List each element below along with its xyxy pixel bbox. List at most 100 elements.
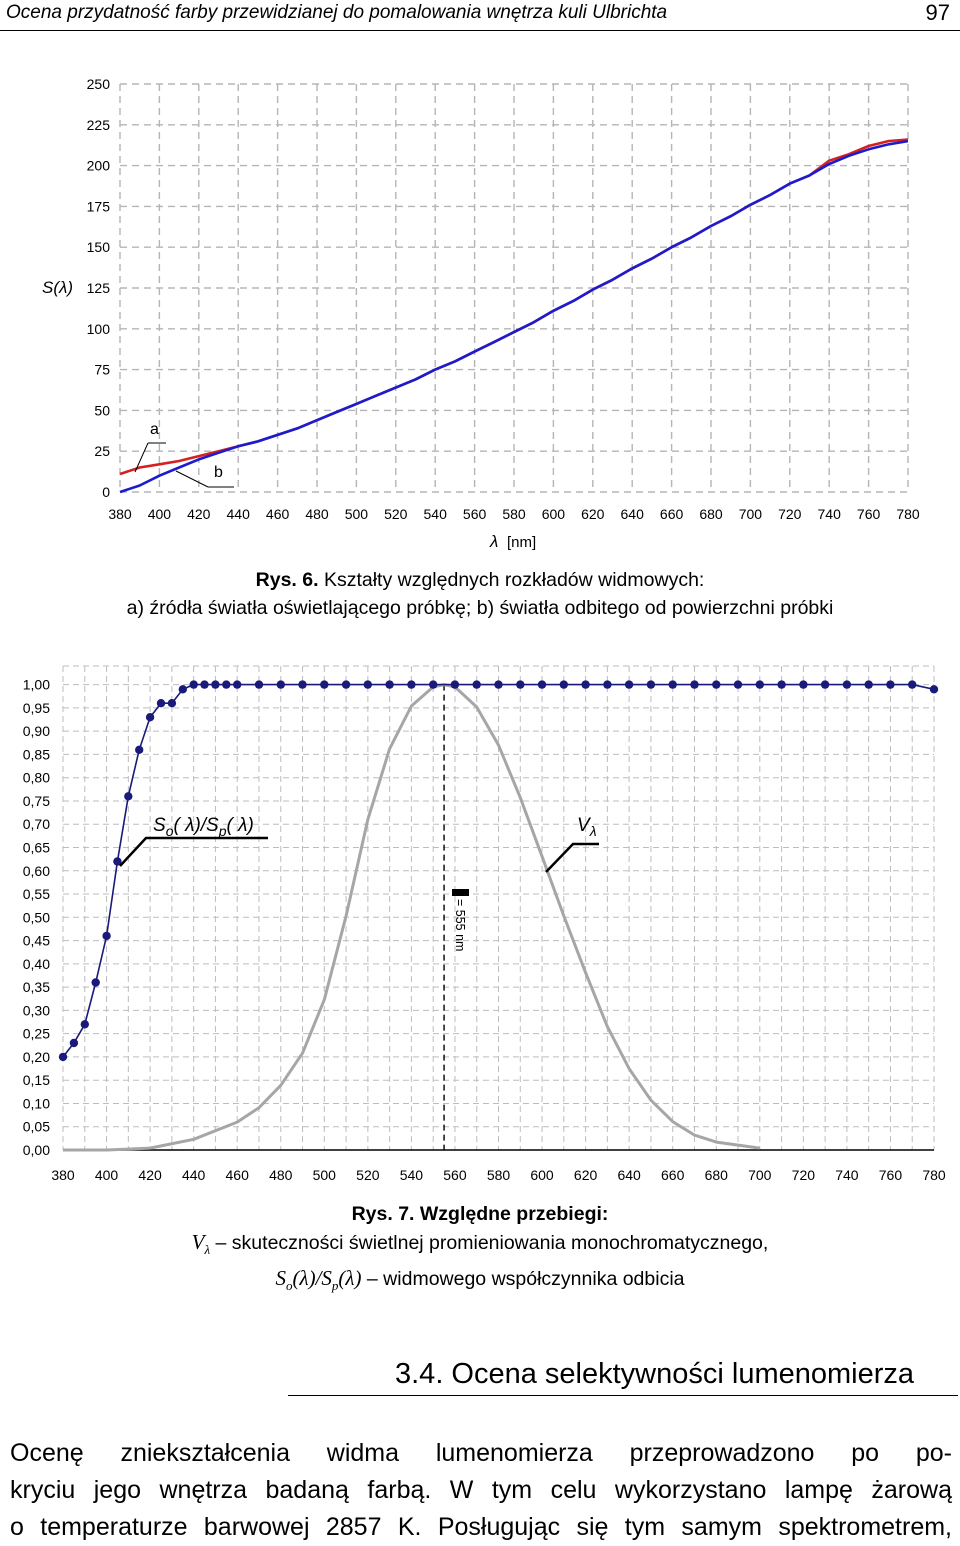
x-tick-label: 680 [699,506,723,522]
y-tick-label: 0,25 [23,1026,50,1042]
data-point-reflectance-ratio [472,680,481,689]
y-tick-label: 125 [87,280,111,296]
data-point-reflectance-ratio [733,680,743,689]
figure6-x-axis-unit: [nm] [507,534,536,551]
x-tick-label: 600 [530,1167,554,1183]
data-point-reflectance-ratio [494,680,503,689]
data-point-reflectance-ratio [646,680,656,689]
data-point-reflectance-ratio [145,713,155,722]
figure7-grid [62,665,935,1151]
data-point-reflectance-ratio [537,680,547,689]
curve-label-a-leader [134,442,149,473]
x-tick-label: 640 [617,1167,641,1183]
x-tick-label: 520 [356,1167,380,1183]
x-tick-label: 580 [502,506,526,522]
y-tick-label: 0,55 [23,886,50,902]
data-point-reflectance-ratio [581,680,590,689]
data-point-reflectance-ratio [712,680,721,689]
x-tick-label: 400 [148,506,172,522]
data-point-reflectance-ratio [58,1052,68,1062]
figure7-chart: 0,00 0,05 0,10 0,15 0,20 0,25 0,30 0,35 0,40 0,45… [23,665,946,1183]
curve-label-b: b [214,464,223,481]
x-tick-label: 640 [621,506,645,522]
data-point-reflectance-ratio [777,680,786,689]
data-point-reflectance-ratio [842,680,852,689]
data-point-reflectance-ratio [820,680,830,689]
y-tick-label: 100 [87,321,111,337]
figure7-caption-label: Rys. 7. [351,1203,415,1225]
data-point-reflectance-ratio [886,680,895,689]
x-tick-label: 680 [705,1167,729,1183]
x-tick-label: 500 [313,1167,337,1183]
x-tick-label: 600 [542,506,566,522]
y-tick-label: 0,70 [23,816,50,832]
data-point-reflectance-ratio [124,792,133,801]
x-tick-label: 720 [778,506,802,522]
ratio-curve-label: So( λ)/Sp( λ) [153,815,254,839]
data-point-reflectance-ratio [864,680,873,689]
figure6-x-ticks: 380 400 420 440 460 480 500 520 540 560 580 600 620 6… [108,506,920,522]
y-tick-label: 0,20 [23,1049,50,1065]
figure6-series [119,138,909,494]
figure7-y-ticks: 0,00 0,05 0,10 0,15 0,20 0,25 0,30 0,35 0,40 0,45… [23,677,50,1158]
x-tick-label: 380 [108,506,132,522]
data-point-reflectance-ratio [113,857,122,866]
body-line-3: o temperaturze barwowej 2857 K. Posługuj… [10,1513,952,1541]
y-tick-label: 0,40 [23,956,50,972]
x-tick-label: 620 [581,506,605,522]
data-point-reflectance-ratio [668,680,677,689]
data-point-reflectance-ratio [320,680,329,689]
x-tick-label: 580 [487,1167,511,1183]
running-title: Ocena przydatność farby przewidzianej do… [6,2,668,23]
y-tick-label: 0,00 [23,1142,50,1158]
data-point-reflectance-ratio [254,680,264,689]
y-tick-label: 0,65 [23,840,50,856]
data-point-reflectance-ratio [298,680,307,689]
section-heading-rule [288,1395,958,1396]
data-point-reflectance-ratio [233,680,242,689]
y-tick-label: 225 [87,117,111,133]
data-point-reflectance-ratio [189,680,198,689]
data-point-reflectance-ratio [363,680,372,689]
y-tick-label: 175 [87,198,111,214]
figure6-caption-label: Rys. 6. [255,569,319,591]
x-tick-label: 380 [51,1167,75,1183]
figure6-x-axis-symbol: λ [489,532,498,551]
data-point-reflectance-ratio [200,680,209,689]
y-tick-label: 0,30 [23,1002,50,1018]
y-tick-label: 0,85 [23,746,50,762]
data-point-reflectance-ratio [91,978,100,987]
x-tick-label: 500 [345,506,369,522]
v-curve-label-leader [545,842,599,873]
x-tick-label: 700 [739,506,763,522]
series-line-b [119,139,909,494]
ratio-curve-label-leader [119,836,268,867]
data-point-reflectance-ratio [276,680,285,689]
data-point-reflectance-ratio [156,699,166,708]
y-tick-label: 0,10 [23,1095,50,1111]
svg-text:Vλ: Vλ [577,815,597,839]
y-tick-label: 250 [87,76,111,92]
x-tick-label: 420 [138,1167,162,1183]
x-tick-label: 780 [922,1167,946,1183]
data-point-reflectance-ratio [167,699,177,708]
x-tick-label: 760 [857,506,881,522]
data-point-reflectance-ratio [80,1020,90,1029]
data-point-reflectance-ratio [908,680,917,689]
figure6-grid [119,83,909,493]
data-point-reflectance-ratio [211,680,220,689]
data-point-reflectance-ratio [102,931,111,941]
section-heading: 3.4. Ocena selektywności lumenomierza [395,1358,915,1390]
figure6-chart: 0 25 50 75 100 125 150 175 200 225 250 380 400 420 44… [42,76,920,551]
y-tick-label: 0,15 [23,1072,50,1088]
data-point-reflectance-ratio [929,685,939,694]
data-point-reflectance-ratio [135,745,144,754]
y-tick-label: 0,90 [23,723,50,739]
x-tick-label: 740 [818,506,842,522]
y-tick-label: 0 [102,484,110,500]
x-tick-label: 440 [227,506,251,522]
data-point-reflectance-ratio [624,680,634,689]
figure6-caption-text: Kształty względnych rozkładów widmowych: [323,569,705,591]
figure6-y-ticks: 0 25 50 75 100 125 150 175 200 225 250 [87,76,111,500]
x-tick-label: 480 [269,1167,293,1183]
